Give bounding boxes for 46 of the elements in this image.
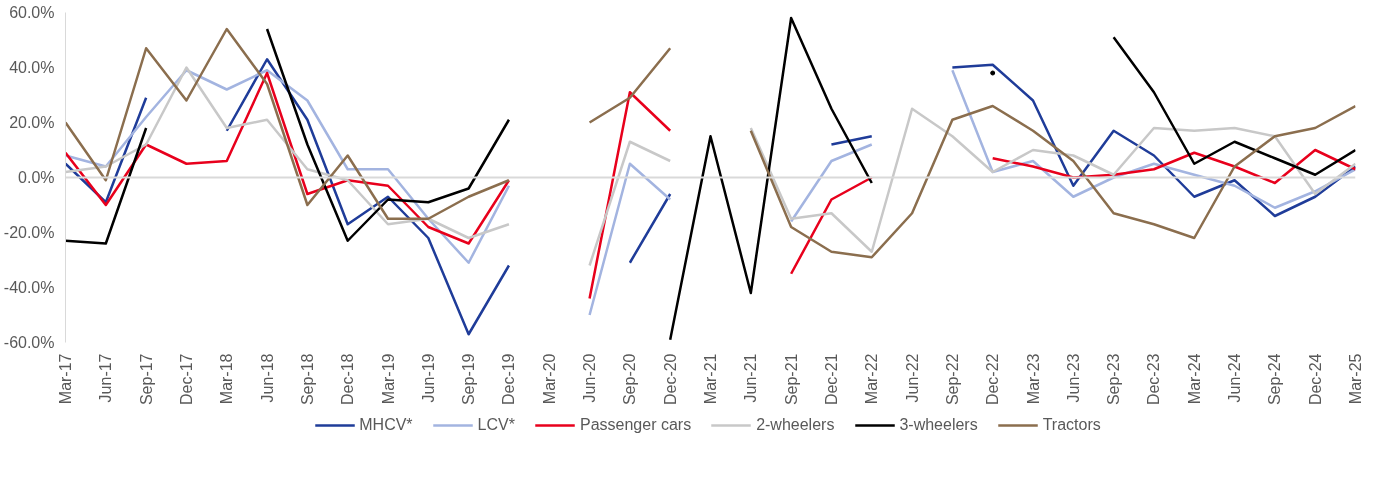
x-tick-label: Dec-22 [984,353,1002,406]
legend-label: 3-wheelers [899,416,978,434]
y-tick-label: 40.0% [9,59,55,76]
x-tick-label: Mar-24 [1185,353,1203,405]
legend-label: MHCV* [359,416,413,434]
y-tick-label: -60.0% [3,334,55,351]
x-tick-label: Mar-21 [702,353,719,405]
x-tick-label: Sep-22 [943,353,961,406]
legend-label: Passenger cars [579,416,692,434]
x-tick-label: Dec-24 [1306,353,1324,406]
x-tick-label: Mar-18 [218,353,236,405]
x-tick-label: Dec-23 [1145,353,1163,406]
x-tick-label: Sep-23 [1105,353,1123,406]
x-tick-label: Sep-18 [298,353,316,406]
x-tick-label: Mar-17 [57,353,74,405]
x-tick-label: Sep-19 [460,353,478,406]
x-tick-label: Sep-24 [1266,353,1284,406]
x-tick-label: Dec-17 [177,353,195,406]
x-tick-label: Dec-19 [500,353,518,406]
legend-label: 2-wheelers [756,416,835,434]
x-tick-label: Mar-20 [540,353,558,405]
x-tick-label: Jun-17 [97,353,115,403]
x-tick-label: Dec-20 [661,353,679,406]
x-tick-label: Mar-25 [1347,353,1364,405]
x-tick-label: Sep-20 [621,353,639,406]
y-tick-label: 20.0% [9,114,55,131]
x-tick-label: Sep-21 [782,353,800,406]
x-tick-label: Jun-24 [1226,353,1244,403]
x-tick-label: Dec-21 [822,353,840,406]
y-tick-label: 60.0% [9,4,55,21]
x-tick-label: Dec-18 [339,353,357,406]
y-tick-label: -40.0% [3,279,55,296]
x-tick-label: Jun-22 [903,353,921,403]
legend-label: Tractors [1042,416,1101,434]
x-tick-label: Jun-23 [1064,353,1082,403]
x-tick-label: Mar-23 [1024,353,1042,405]
x-tick-label: Jun-18 [258,353,276,403]
y-tick-label: 0.0% [18,169,55,186]
legend-label: LCV* [477,416,515,434]
x-tick-label: Jun-19 [419,353,437,403]
x-tick-label: Jun-21 [742,353,760,403]
x-tick-label: Sep-17 [137,353,155,406]
x-tick-label: Mar-19 [379,353,397,405]
x-tick-label: Mar-22 [863,353,881,405]
y-tick-label: -20.0% [3,224,55,241]
x-tick-label: Jun-20 [581,353,599,403]
